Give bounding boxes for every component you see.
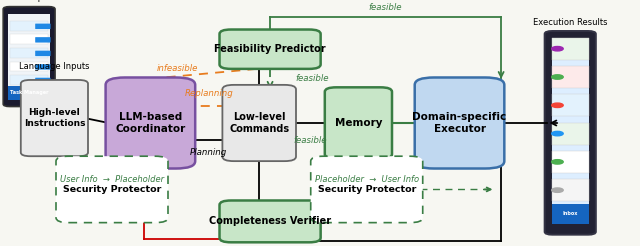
Text: Planning: Planning bbox=[190, 148, 227, 157]
Text: Domain-specific
Executor: Domain-specific Executor bbox=[412, 112, 507, 134]
Circle shape bbox=[552, 131, 563, 136]
FancyBboxPatch shape bbox=[3, 7, 55, 107]
Text: Inbox: Inbox bbox=[563, 211, 578, 216]
FancyBboxPatch shape bbox=[106, 77, 195, 169]
Text: Security Protector: Security Protector bbox=[63, 185, 161, 194]
Text: feasible: feasible bbox=[369, 3, 403, 12]
FancyBboxPatch shape bbox=[10, 21, 48, 31]
FancyBboxPatch shape bbox=[552, 123, 589, 145]
Text: feasible: feasible bbox=[294, 136, 327, 145]
FancyBboxPatch shape bbox=[35, 24, 51, 29]
FancyBboxPatch shape bbox=[10, 75, 48, 85]
Circle shape bbox=[552, 188, 563, 192]
FancyBboxPatch shape bbox=[311, 156, 422, 223]
FancyBboxPatch shape bbox=[10, 62, 48, 71]
Circle shape bbox=[552, 46, 563, 51]
Text: Vision Inputs: Vision Inputs bbox=[2, 0, 56, 2]
Text: Completeness Verifier: Completeness Verifier bbox=[209, 216, 331, 226]
FancyBboxPatch shape bbox=[220, 30, 321, 69]
Text: Replanning: Replanning bbox=[184, 89, 233, 98]
Text: Security Protector: Security Protector bbox=[317, 185, 416, 194]
Text: Memory: Memory bbox=[335, 118, 382, 128]
Text: infeasible: infeasible bbox=[157, 64, 198, 73]
Text: Low-level
Commands: Low-level Commands bbox=[229, 112, 289, 134]
FancyBboxPatch shape bbox=[220, 200, 321, 242]
FancyBboxPatch shape bbox=[415, 77, 504, 169]
Text: Execution Results: Execution Results bbox=[533, 18, 607, 27]
Text: Language Inputs: Language Inputs bbox=[19, 62, 90, 71]
Text: User Info  →  Placeholder: User Info → Placeholder bbox=[60, 175, 164, 184]
FancyBboxPatch shape bbox=[8, 86, 50, 100]
FancyBboxPatch shape bbox=[552, 179, 589, 201]
FancyBboxPatch shape bbox=[35, 64, 51, 70]
FancyBboxPatch shape bbox=[35, 37, 51, 43]
FancyBboxPatch shape bbox=[552, 43, 589, 224]
FancyBboxPatch shape bbox=[8, 14, 50, 100]
FancyBboxPatch shape bbox=[35, 78, 51, 83]
Text: High-level
Instructions: High-level Instructions bbox=[24, 108, 85, 128]
FancyBboxPatch shape bbox=[223, 85, 296, 161]
Circle shape bbox=[552, 103, 563, 108]
Text: feasible: feasible bbox=[296, 74, 329, 83]
Circle shape bbox=[552, 75, 563, 79]
Text: Task Manager: Task Manager bbox=[10, 90, 49, 95]
FancyBboxPatch shape bbox=[35, 51, 51, 56]
FancyBboxPatch shape bbox=[56, 156, 168, 223]
FancyBboxPatch shape bbox=[552, 204, 589, 224]
Circle shape bbox=[552, 160, 563, 164]
FancyBboxPatch shape bbox=[325, 87, 392, 159]
FancyBboxPatch shape bbox=[552, 94, 589, 116]
Text: Feasibility Predictor: Feasibility Predictor bbox=[214, 44, 326, 54]
FancyBboxPatch shape bbox=[21, 80, 88, 156]
FancyBboxPatch shape bbox=[10, 34, 48, 44]
FancyBboxPatch shape bbox=[10, 48, 48, 58]
Text: LLM-based
Coordinator: LLM-based Coordinator bbox=[115, 112, 186, 134]
FancyBboxPatch shape bbox=[545, 31, 596, 235]
FancyBboxPatch shape bbox=[552, 66, 589, 88]
FancyBboxPatch shape bbox=[552, 38, 589, 60]
Text: Placeholder  →  User Info: Placeholder → User Info bbox=[315, 175, 419, 184]
FancyBboxPatch shape bbox=[552, 151, 589, 173]
